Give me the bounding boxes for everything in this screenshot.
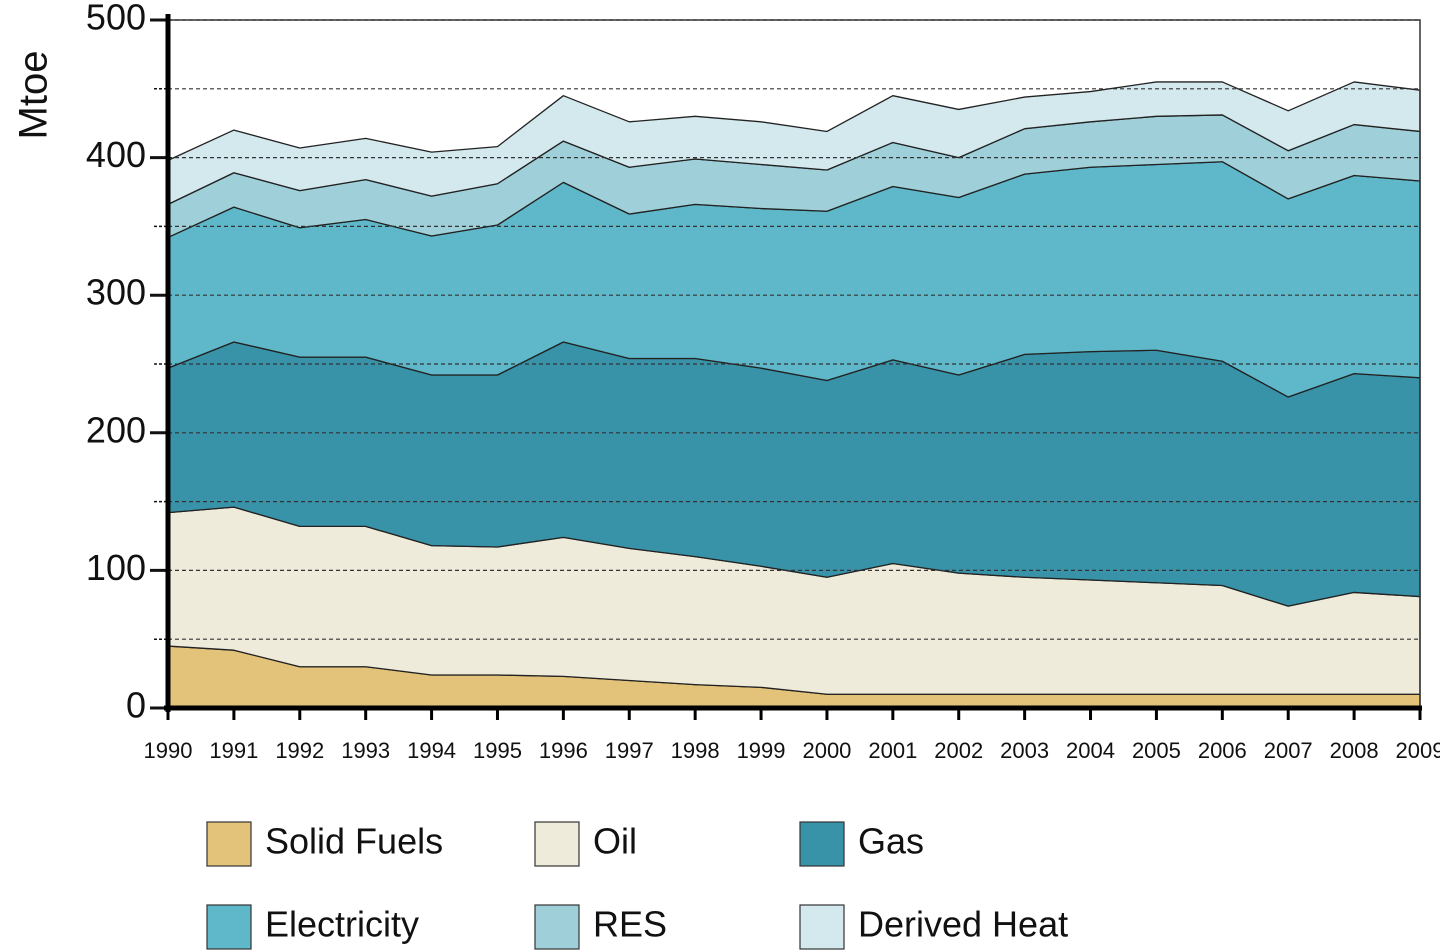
x-tick-label: 2009 [1396,738,1440,763]
y-axis-label: Mtoe [12,51,56,140]
x-tick-label: 1993 [341,738,390,763]
x-tick-label: 1999 [737,738,786,763]
y-tick-label: 300 [86,272,146,313]
x-tick-label: 2003 [1000,738,1049,763]
x-tick-label: 1991 [209,738,258,763]
x-tick-label: 2007 [1264,738,1313,763]
legend-swatch [799,904,845,950]
x-tick-label: 2005 [1132,738,1181,763]
legend-swatch [799,821,845,867]
y-tick-label: 200 [86,409,146,450]
x-tick-label: 1990 [144,738,193,763]
legend-swatch [206,904,252,950]
legend-label: Derived Heat [858,904,1068,945]
y-tick-label: 400 [86,134,146,175]
y-tick-label: 0 [126,685,146,726]
x-tick-label: 1998 [671,738,720,763]
x-tick-label: 2008 [1330,738,1379,763]
x-tick-label: 1995 [473,738,522,763]
legend-label: Electricity [265,904,419,945]
x-tick-label: 2006 [1198,738,1247,763]
legend-label: Gas [858,821,924,862]
legend-swatch [534,904,580,950]
x-tick-label: 2004 [1066,738,1115,763]
x-tick-label: 2001 [868,738,917,763]
x-tick-label: 2000 [802,738,851,763]
y-tick-label: 100 [86,547,146,588]
legend-label: Solid Fuels [265,821,443,862]
x-tick-label: 1997 [605,738,654,763]
legend-label: Oil [593,821,637,862]
x-tick-label: 1996 [539,738,588,763]
x-tick-label: 1992 [275,738,324,763]
y-tick-label: 500 [86,0,146,38]
legend-swatch [534,821,580,867]
x-tick-label: 2002 [934,738,983,763]
x-tick-label: 1994 [407,738,456,763]
legend-swatch [206,821,252,867]
legend-label: RES [593,904,667,945]
